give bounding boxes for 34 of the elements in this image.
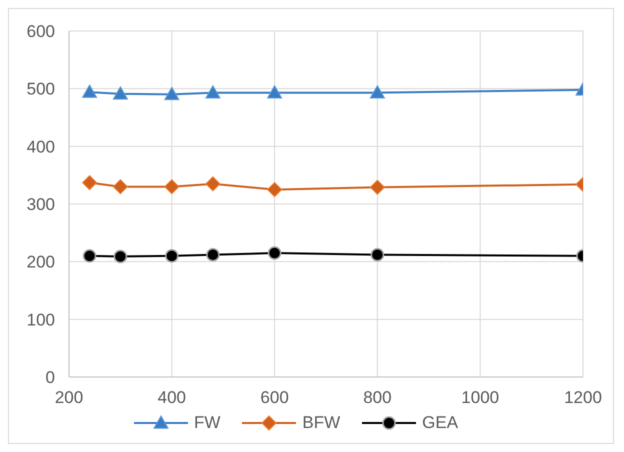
y-tick-label: 500 — [26, 80, 55, 99]
legend-label: GEA — [421, 413, 458, 433]
point — [112, 179, 128, 194]
point — [165, 249, 179, 263]
x-tick-label: 600 — [260, 388, 289, 408]
y-tick-label: 300 — [26, 195, 55, 214]
x-tick-label: 800 — [363, 388, 392, 408]
x-tick-label: 400 — [158, 388, 186, 408]
x-tick-label: 1200 — [564, 388, 602, 408]
point — [205, 85, 220, 98]
point — [205, 176, 220, 192]
point — [370, 248, 384, 262]
point — [370, 85, 385, 98]
x-tick-label: 200 — [54, 388, 84, 408]
y-tick-label: 0 — [46, 368, 55, 388]
point — [164, 86, 180, 100]
y-tick-label: 400 — [26, 137, 55, 156]
point — [82, 84, 98, 98]
x-tick-label: 1000 — [461, 388, 500, 408]
legend-label: FW — [192, 413, 220, 433]
point — [164, 179, 180, 194]
point — [114, 250, 128, 264]
point — [206, 248, 220, 262]
y-tick-label: 200 — [26, 252, 55, 272]
point — [267, 182, 282, 198]
point — [267, 85, 282, 98]
point — [82, 249, 96, 263]
legend-label: BFW — [301, 413, 340, 433]
y-tick-label: 600 — [26, 22, 55, 42]
point — [268, 246, 282, 260]
point — [112, 86, 128, 100]
point — [82, 175, 98, 190]
y-tick-label: 100 — [26, 310, 55, 330]
point — [370, 180, 385, 195]
